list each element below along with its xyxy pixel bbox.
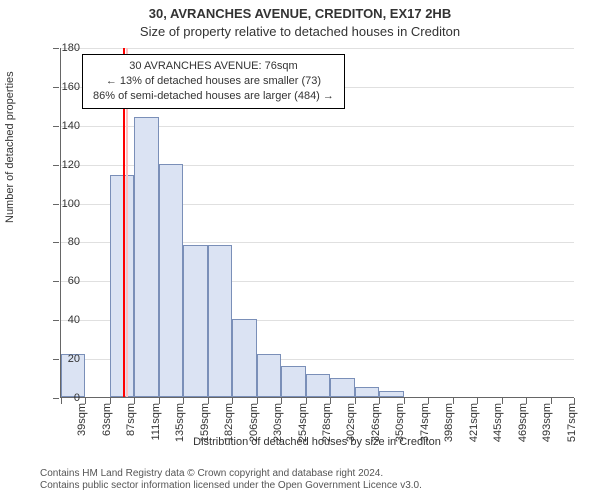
footer-attribution: Contains HM Land Registry data © Crown c… xyxy=(40,468,422,492)
x-tick-label: 469sqm xyxy=(517,403,529,447)
x-tick-label: 39sqm xyxy=(76,403,88,447)
x-tick-label: 374sqm xyxy=(419,403,431,447)
x-tick-label: 302sqm xyxy=(345,403,357,447)
x-tick-label: 278sqm xyxy=(321,403,333,447)
y-tick-label: 40 xyxy=(40,314,80,326)
x-tick-label: 111sqm xyxy=(150,403,162,447)
x-tick-label: 421sqm xyxy=(468,403,480,447)
x-tick-label: 350sqm xyxy=(394,403,406,447)
x-tick-label: 493sqm xyxy=(541,403,553,447)
histogram-bar xyxy=(281,366,305,397)
annotation-line3: 86% of semi-detached houses are larger (… xyxy=(93,89,334,104)
x-tick-label: 87sqm xyxy=(125,403,137,447)
annotation-line2: ← 13% of detached houses are smaller (73… xyxy=(93,74,334,89)
y-tick-label: 120 xyxy=(40,159,80,171)
x-tick-label: 63sqm xyxy=(101,403,113,447)
y-tick-label: 160 xyxy=(40,81,80,93)
histogram-bar xyxy=(232,319,256,397)
x-tick-label: 135sqm xyxy=(174,403,186,447)
y-tick-label: 0 xyxy=(40,392,80,404)
x-tick-label: 398sqm xyxy=(443,403,455,447)
histogram-bar xyxy=(183,245,207,397)
chart-title-line1: 30, AVRANCHES AVENUE, CREDITON, EX17 2HB xyxy=(0,6,600,21)
x-tick-label: 254sqm xyxy=(297,403,309,447)
x-tick-label: 445sqm xyxy=(492,403,504,447)
footer-line1: Contains HM Land Registry data © Crown c… xyxy=(40,468,422,480)
y-tick-label: 180 xyxy=(40,42,80,54)
x-tick-label: 159sqm xyxy=(199,403,211,447)
x-tick-label: 230sqm xyxy=(272,403,284,447)
chart-title-line2: Size of property relative to detached ho… xyxy=(0,24,600,39)
y-axis-title: Number of detached properties xyxy=(4,71,16,223)
histogram-bar xyxy=(159,164,183,397)
x-tick-label: 517sqm xyxy=(566,403,578,447)
annotation-box: 30 AVRANCHES AVENUE: 76sqm← 13% of detac… xyxy=(82,54,345,109)
histogram-bar xyxy=(330,378,354,397)
footer-line2: Contains public sector information licen… xyxy=(40,480,422,492)
chart-container: 30, AVRANCHES AVENUE, CREDITON, EX17 2HB… xyxy=(0,0,600,500)
histogram-bar xyxy=(257,354,281,397)
histogram-bar xyxy=(355,387,379,397)
y-tick-label: 60 xyxy=(40,275,80,287)
y-tick-label: 20 xyxy=(40,353,80,365)
gridline xyxy=(61,48,574,49)
y-tick-label: 80 xyxy=(40,236,80,248)
y-tick-label: 140 xyxy=(40,120,80,132)
histogram-bar xyxy=(208,245,232,397)
x-tick-label: 182sqm xyxy=(223,403,235,447)
histogram-bar xyxy=(134,117,158,397)
y-tick-label: 100 xyxy=(40,198,80,210)
x-tick-label: 326sqm xyxy=(370,403,382,447)
histogram-bar xyxy=(306,374,330,397)
annotation-line1: 30 AVRANCHES AVENUE: 76sqm xyxy=(93,59,334,74)
x-tick-label: 206sqm xyxy=(248,403,260,447)
histogram-bar xyxy=(379,391,403,397)
